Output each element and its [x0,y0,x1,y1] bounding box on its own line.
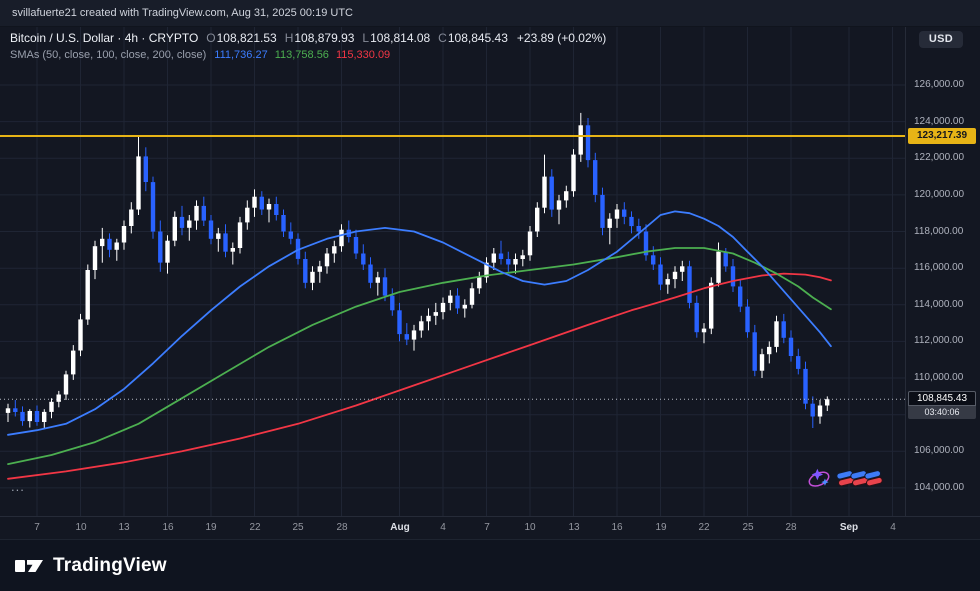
sma50-value: 111,736.27 [214,49,268,61]
price-axis-label: 120,000.00 [914,189,965,200]
time-axis-label: 19 [205,522,217,533]
price-lines [0,135,905,400]
chart-area[interactable]: Bitcoin / U.S. Dollar · 4h · CRYPTO O 10… [0,27,980,539]
buy-sell-sticker-icon[interactable] [864,468,884,488]
symbol-title[interactable]: Bitcoin / U.S. Dollar · 4h · CRYPTO [10,31,199,45]
last-price-label: 108,845.43 03:40:06 [908,391,976,419]
time-axis-label: 22 [249,522,261,533]
time-axis-label: 10 [524,522,536,533]
time-axis-label: 25 [742,522,754,533]
sma-100-line [7,247,832,466]
sma-50-line [7,210,832,436]
price-axis-label: 110,000.00 [914,372,964,383]
time-axis-label: 7 [484,522,490,533]
sma200-value: 115,330.09 [335,49,391,61]
high-label: H [284,31,294,45]
last-price-value: 108,845.43 [908,391,976,406]
grid-lines [0,27,905,516]
chart-legend: Bitcoin / U.S. Dollar · 4h · CRYPTO O 10… [10,31,606,61]
time-axis-label: 22 [698,522,710,533]
time-axis-label: 13 [568,522,580,533]
sticker-icons-group [836,468,884,488]
time-axis[interactable]: 7 10 13 16 19 22 25 28 Aug 4 7 10 13 16 19 22 25 28 Sep 4 [0,516,980,539]
close-value: 108,845.43 [447,31,508,45]
time-axis-label: 7 [34,522,40,533]
attribution-bar: svillafuerte21 created with TradingView.… [0,0,980,27]
chart-floating-toolbar [806,465,883,491]
close-label: C [438,31,447,45]
price-axis-label: 126,000.00 [914,79,965,90]
time-axis-label: 10 [75,522,87,533]
time-axis-label: 16 [611,522,623,533]
tradingview-logo-mark [15,559,43,572]
time-axis-label: 16 [162,522,174,533]
open-label: O [206,31,216,45]
time-axis-label: 25 [292,522,304,533]
symbol-legend-row[interactable]: Bitcoin / U.S. Dollar · 4h · CRYPTO O 10… [10,31,606,45]
price-axis-label: 116,000.00 [914,262,964,273]
price-axis-label: 118,000.00 [914,226,964,237]
sma100-value: 113,758.56 [274,49,329,61]
price-axis-label: 114,000.00 [914,299,964,310]
price-chart-canvas[interactable] [0,27,980,517]
price-axis-label: 112,000.00 [914,335,964,346]
legend-more-button[interactable]: ... [11,479,25,494]
price-axis-label: 104,000.00 [914,482,965,493]
alert-price-label[interactable]: 123,217.39 [908,128,976,144]
low-label: L [362,31,370,45]
magic-ai-icon[interactable] [806,465,832,491]
low-value: 108,814.08 [370,31,431,45]
tradingview-logo[interactable]: TradingView [14,553,167,579]
sma-200-line [7,272,832,480]
open-value: 108,821.53 [216,31,277,45]
time-axis-label: 4 [890,522,896,533]
indicator-legend-row[interactable]: SMAs (50, close, 100, close, 200, close)… [10,49,606,61]
time-axis-label: 13 [118,522,130,533]
footer-bar: TradingView [0,539,980,591]
high-value: 108,879.93 [294,31,355,45]
bar-countdown-timer: 03:40:06 [908,406,976,419]
time-axis-label: 28 [785,522,797,533]
price-axis-label: 106,000.00 [914,445,965,456]
price-axis-label: 122,000.00 [914,152,965,163]
price-axis[interactable]: 123,217.39 108,845.43 03:40:06 126,000.0… [905,27,980,516]
time-axis-label: 28 [336,522,348,533]
attribution-text: svillafuerte21 created with TradingView.… [12,7,353,19]
time-axis-label: Sep [839,522,859,533]
time-axis-label: 19 [655,522,667,533]
change-value: +23.89 (+0.02%) [516,31,607,45]
time-axis-label: Aug [390,522,410,533]
tradingview-logo-text: TradingView [53,554,167,576]
sma-indicator-label: SMAs (50, close, 100, close, 200, close) [10,49,207,61]
time-axis-label: 4 [440,522,446,533]
currency-toggle-button[interactable]: USD [918,31,963,48]
price-axis-label: 124,000.00 [914,116,965,127]
candlestick-series [5,112,830,429]
